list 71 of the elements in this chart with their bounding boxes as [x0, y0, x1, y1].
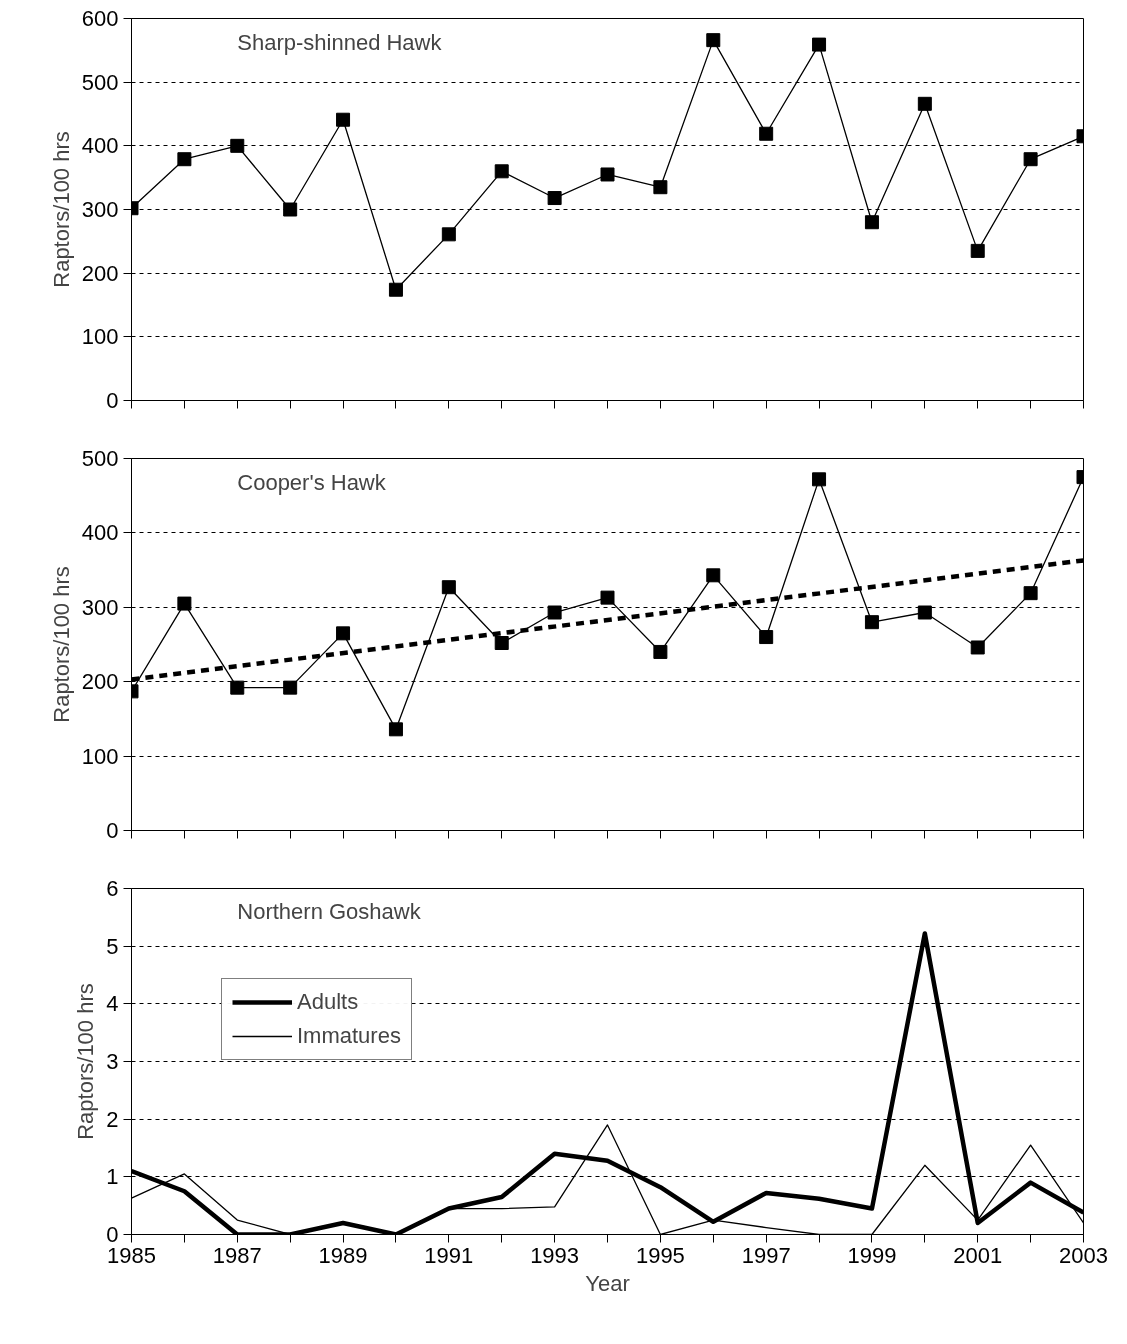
point: [812, 37, 827, 52]
point: [917, 96, 932, 111]
y-tick-label: 5: [106, 933, 119, 959]
y-tick-label: 300: [81, 197, 119, 222]
x-axis-title: Year: [585, 1270, 630, 1296]
x-tick-label: 2001: [953, 1242, 1003, 1268]
y-tick-label: 200: [81, 669, 119, 695]
y-tick-label: 100: [81, 324, 119, 350]
point: [494, 164, 509, 179]
point: [759, 126, 774, 141]
point: [283, 202, 298, 217]
legend-label: Adults: [297, 989, 359, 1015]
text: Northern Goshawk: [237, 898, 422, 924]
x-tick-label: 1987: [212, 1242, 262, 1268]
point: [1023, 152, 1038, 167]
point: [388, 282, 403, 297]
point: [812, 472, 827, 487]
y-axis-title: Raptors/100 hrs: [48, 566, 74, 723]
point: [177, 152, 192, 167]
point: [759, 630, 774, 645]
point: [600, 590, 615, 605]
point: [441, 580, 456, 595]
y-tick-label: 300: [81, 594, 119, 620]
point: [864, 215, 879, 230]
point: [230, 138, 245, 153]
point: [388, 722, 403, 737]
point: [970, 640, 985, 655]
y-tick-label: 600: [81, 6, 119, 31]
y-tick-label: 1: [106, 1164, 119, 1190]
y-axis-title: Raptors/100 hrs: [48, 131, 74, 288]
legend-label: Immatures: [297, 1023, 401, 1049]
y-tick-label: 6: [106, 876, 119, 901]
point: [600, 167, 615, 182]
point: [653, 180, 668, 195]
y-tick-label: 0: [106, 388, 119, 413]
point: [283, 680, 298, 695]
point: [970, 243, 985, 258]
point: [706, 568, 721, 583]
x-tick-label: 1995: [635, 1242, 685, 1268]
y-tick-label: 200: [81, 260, 119, 286]
point: [864, 615, 879, 630]
point: [547, 605, 562, 620]
point: [1023, 586, 1038, 601]
y-tick-label: 4: [106, 991, 119, 1017]
point: [653, 644, 668, 659]
y-axis-title: Raptors/100 hrs: [73, 983, 99, 1140]
y-tick-label: 3: [106, 1049, 119, 1074]
y-tick-label: 100: [81, 743, 119, 769]
text: Sharp-shinned Hawk: [237, 29, 443, 55]
point: [441, 227, 456, 242]
x-tick-label: 1991: [424, 1242, 474, 1268]
point: [230, 680, 245, 695]
point: [177, 596, 192, 611]
x-tick-label: 1999: [847, 1242, 897, 1268]
point: [336, 626, 351, 641]
x-tick-label: 1993: [530, 1242, 580, 1268]
x-tick-label: 1989: [318, 1242, 368, 1268]
y-tick-label: 500: [81, 446, 119, 471]
point: [494, 636, 509, 651]
y-tick-label: 400: [81, 520, 119, 546]
point: [336, 112, 351, 127]
y-tick-label: 0: [106, 818, 119, 843]
y-tick-label: 2: [106, 1106, 119, 1132]
y-tick-label: 400: [81, 133, 119, 159]
text: Cooper's Hawk: [237, 469, 387, 495]
point: [547, 191, 562, 206]
point: [706, 33, 721, 48]
x-tick-label: 2003: [1059, 1242, 1108, 1268]
point: [917, 605, 932, 620]
y-tick-label: 500: [81, 69, 119, 95]
x-tick-label: 1997: [741, 1242, 791, 1268]
